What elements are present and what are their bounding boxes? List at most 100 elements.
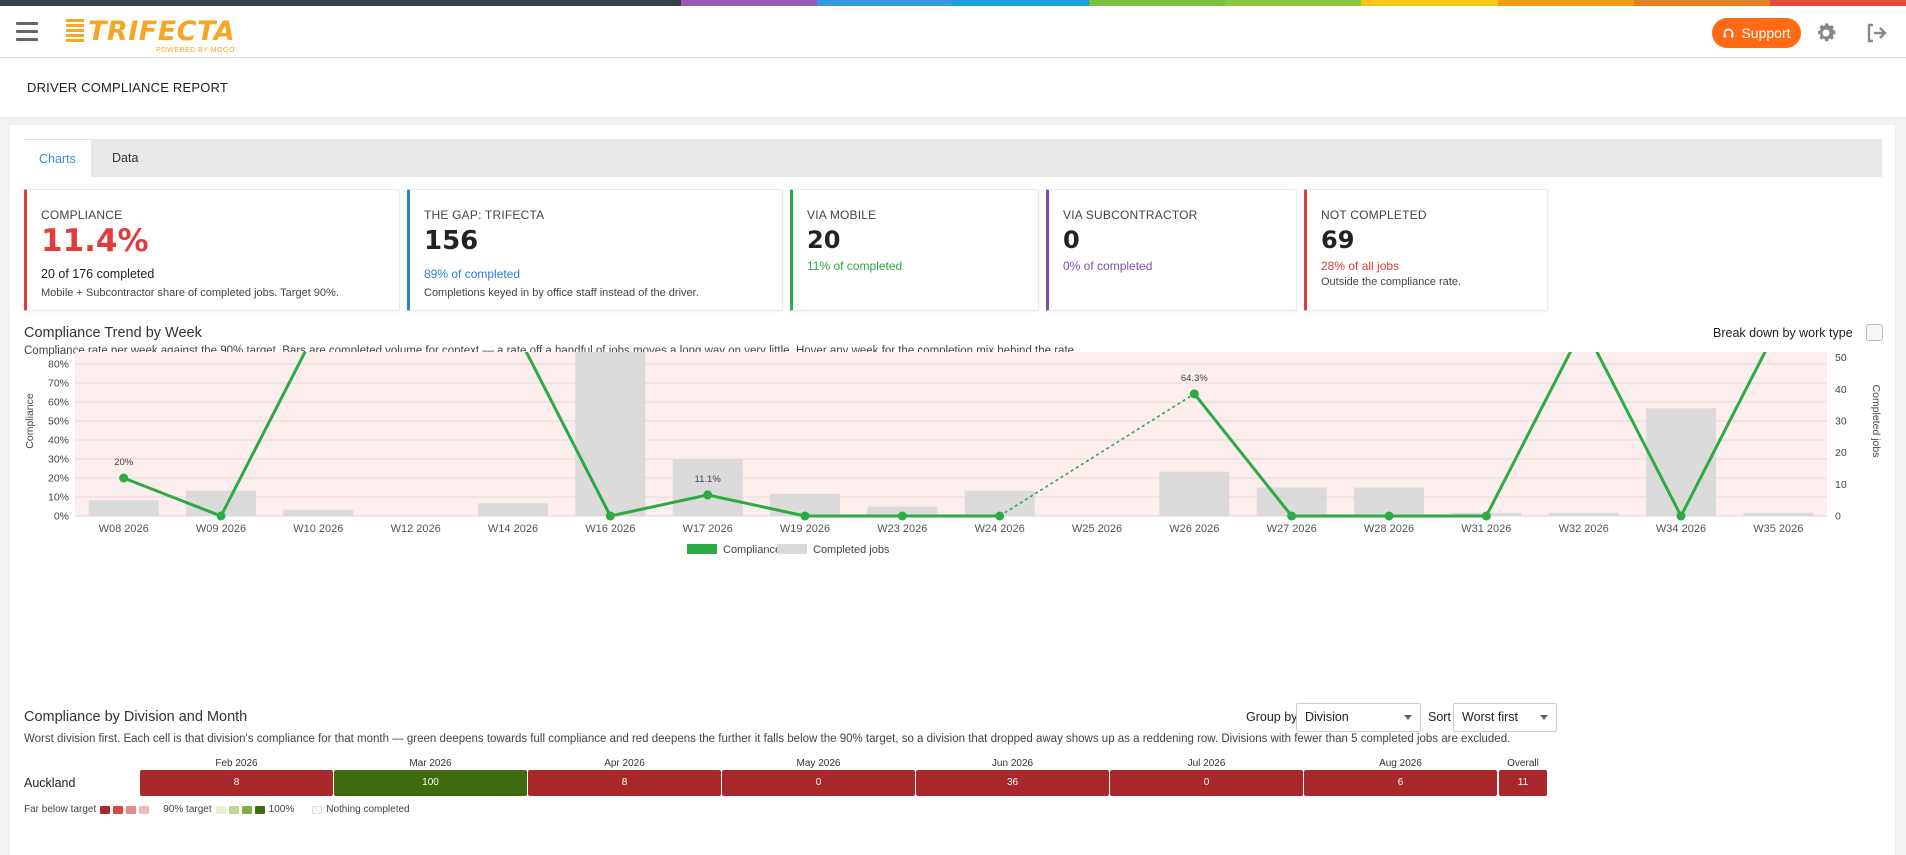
compliance-point[interactable] <box>1189 389 1199 399</box>
gear-icon[interactable] <box>1814 21 1838 45</box>
compliance-line-segment <box>219 352 307 517</box>
x-tick-label: W27 2026 <box>1267 523 1317 535</box>
legend-nothing: Nothing completed <box>326 804 410 815</box>
y2-tick-label: 10 <box>1835 479 1847 491</box>
card-not-completed: NOT COMPLETED 69 28% of all jobs Outside… <box>1304 189 1548 311</box>
card-note: Completions keyed in by office staff ins… <box>424 287 699 299</box>
legend-jobs-label[interactable]: Completed jobs <box>813 544 890 556</box>
sort-label: Sort <box>1428 710 1451 724</box>
completed-jobs-bar <box>1354 487 1424 516</box>
heatmap-cell[interactable]: 8 <box>528 770 721 796</box>
month-header: Mar 2026 <box>409 758 452 769</box>
data-label: 20% <box>114 457 134 468</box>
compliance-gap-line <box>999 393 1195 517</box>
brand-name: TRIFECTA <box>88 16 236 47</box>
sort-select[interactable]: Worst first <box>1453 703 1557 732</box>
compliance-point[interactable] <box>1287 511 1297 521</box>
tab-charts[interactable]: Charts <box>24 139 91 177</box>
legend-compliance-label[interactable]: Compliance <box>723 544 781 556</box>
compliance-point[interactable] <box>605 511 615 521</box>
legend-far-below: Far below target <box>24 804 97 815</box>
y-tick-label: 50% <box>48 416 69 428</box>
trend-title: Compliance Trend by Week <box>24 325 202 341</box>
card-subtext: 0% of completed <box>1063 259 1153 273</box>
compliance-trend-chart: 0%10%20%30%40%50%60%70%80%90%100%0102030… <box>24 352 1882 556</box>
x-tick-label: W32 2026 <box>1559 523 1609 535</box>
heatmap-cell[interactable]: 100 <box>334 770 527 796</box>
stripe-segment <box>816 0 953 6</box>
heatmap-cell[interactable]: 0 <box>722 770 915 796</box>
legend-compliance-swatch[interactable] <box>687 544 717 554</box>
y2-tick-label: 0 <box>1835 511 1841 523</box>
compliance-line-segment <box>1595 352 1683 517</box>
stripe-segment <box>1633 0 1770 6</box>
compliance-point[interactable] <box>897 511 907 521</box>
card-value: 156 <box>424 226 479 256</box>
legend-target: 90% target <box>163 804 212 815</box>
x-tick-label: W23 2026 <box>877 523 927 535</box>
month-header: Aug 2026 <box>1379 758 1422 769</box>
stripe-segment <box>1089 0 1226 6</box>
month-header: Jun 2026 <box>991 758 1034 769</box>
legend-red-swatch <box>100 805 111 814</box>
stripe-segment <box>408 0 545 6</box>
compliance-point[interactable] <box>1676 511 1686 521</box>
breakdown-checkbox[interactable] <box>1866 324 1883 341</box>
x-tick-label: W35 2026 <box>1753 523 1803 535</box>
x-tick-label: W25 2026 <box>1072 523 1122 535</box>
menu-icon[interactable] <box>16 22 38 42</box>
y2-tick-label: 30 <box>1835 416 1847 428</box>
heatmap-cell[interactable]: 6 <box>1304 770 1497 796</box>
compliance-line-segment <box>610 493 708 518</box>
card-via-subcontractor: VIA SUBCONTRACTOR 0 0% of completed <box>1046 189 1297 311</box>
y-tick-label: 0% <box>54 511 69 523</box>
heatmap-legend: Far below target 90% target 100% Nothing… <box>24 804 410 815</box>
stripe-segment <box>272 0 409 6</box>
x-tick-label: W09 2026 <box>196 523 246 535</box>
x-tick-label: W24 2026 <box>975 523 1025 535</box>
top-color-stripe <box>0 0 1906 6</box>
heatmap-cell[interactable]: 8 <box>140 770 333 796</box>
compliance-point[interactable] <box>1481 511 1491 521</box>
completed-jobs-bar <box>770 493 840 516</box>
y-tick-label: 30% <box>48 454 69 466</box>
completed-jobs-bar <box>478 503 548 516</box>
y-tick-label: 60% <box>48 397 69 409</box>
brand-tagline: POWERED BY MOGO <box>156 47 235 54</box>
compliance-point[interactable] <box>995 511 1005 521</box>
division-description: Worst division first. Each cell is that … <box>24 733 1511 745</box>
completed-jobs-bar <box>575 352 646 516</box>
legend-red-swatch <box>113 805 124 814</box>
compliance-point[interactable] <box>1384 511 1394 521</box>
completed-jobs-bar <box>867 506 938 516</box>
compliance-point[interactable] <box>216 511 226 521</box>
completed-jobs-bar <box>1646 408 1716 516</box>
card-title: NOT COMPLETED <box>1321 208 1427 222</box>
logout-icon[interactable] <box>1864 21 1888 45</box>
completed-jobs-bar <box>1256 487 1327 516</box>
top-bar: TRIFECTA POWERED BY MOGO Support <box>0 6 1906 58</box>
group-by-select[interactable]: Division <box>1296 703 1421 732</box>
x-tick-label: W28 2026 <box>1364 523 1414 535</box>
division-title: Compliance by Division and Month <box>24 709 248 725</box>
compliance-point[interactable] <box>119 473 129 483</box>
stripe-segment <box>0 0 137 6</box>
support-button[interactable]: Support <box>1712 18 1801 48</box>
heatmap-cell[interactable]: 0 <box>1110 770 1303 796</box>
stripe-segment <box>1497 0 1634 6</box>
heatmap-overall-cell[interactable]: 11 <box>1499 770 1547 796</box>
tab-data[interactable]: Data <box>112 151 139 165</box>
heatmap-cell[interactable]: 36 <box>916 770 1109 796</box>
legend-jobs-swatch[interactable] <box>777 544 807 554</box>
compliance-point[interactable] <box>800 511 810 521</box>
card-subtext: 28% of all jobs <box>1321 259 1400 273</box>
x-tick-label: W16 2026 <box>585 523 635 535</box>
compliance-point[interactable] <box>703 490 713 500</box>
x-tick-label: W08 2026 <box>99 523 149 535</box>
month-header: Feb 2026 <box>215 758 258 769</box>
compliance-line-segment <box>524 352 612 517</box>
completed-jobs-bar <box>283 509 354 516</box>
stripe-segment <box>952 0 1090 6</box>
month-header: Apr 2026 <box>604 758 645 769</box>
x-tick-label: W10 2026 <box>293 523 343 535</box>
